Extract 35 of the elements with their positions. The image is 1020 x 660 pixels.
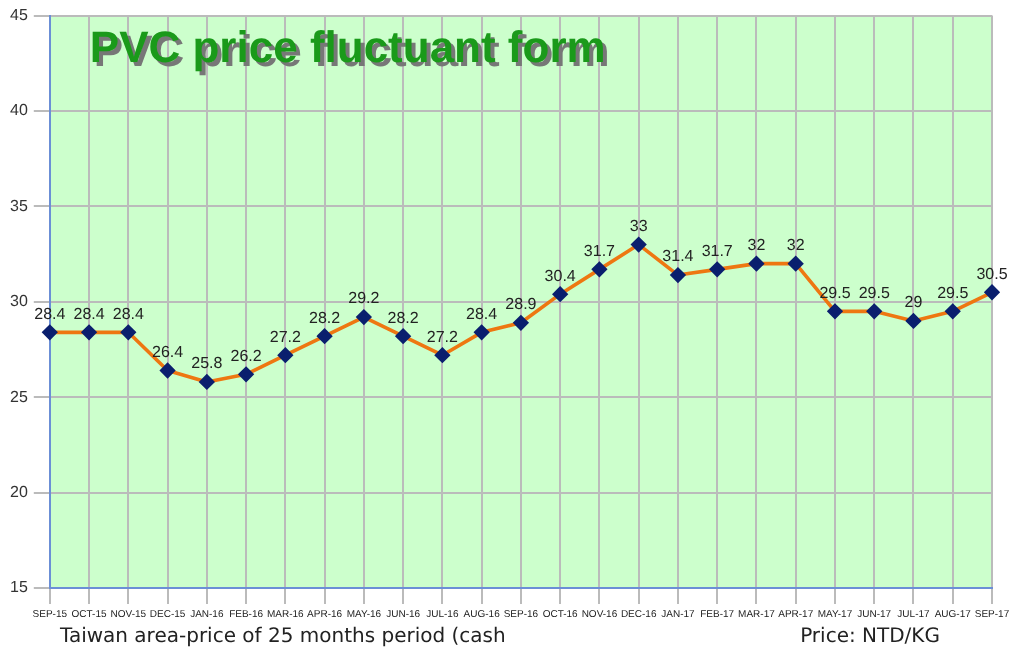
- y-tick-label: 15: [9, 578, 29, 597]
- data-label: 29.2: [348, 289, 381, 308]
- y-tick-label: 35: [9, 196, 29, 215]
- data-label: 33: [629, 216, 649, 235]
- data-label: 29.5: [819, 283, 852, 302]
- data-label: 27.2: [269, 327, 303, 346]
- data-label: 28.4: [112, 304, 145, 323]
- data-label: 28.4: [466, 304, 499, 323]
- y-tick-label: 40: [9, 101, 29, 120]
- data-label: 32: [786, 236, 806, 255]
- data-label: 29: [904, 293, 924, 312]
- data-label: 26.4: [151, 342, 185, 361]
- y-tick-label: 20: [9, 483, 29, 502]
- data-label: 29.5: [858, 283, 891, 302]
- data-label: 31.7: [701, 241, 734, 260]
- text: Taiwan area-price of 25 months period (cash: [60, 626, 506, 648]
- data-label: 32: [747, 236, 767, 255]
- data-label: 30.4: [544, 266, 577, 285]
- data-label: 31.7: [583, 241, 617, 260]
- data-label: 29.5: [937, 283, 970, 302]
- data-label: 28.4: [34, 304, 67, 323]
- y-tick-label: 25: [9, 387, 29, 406]
- data-label: 26.2: [230, 346, 263, 365]
- data-label: 25.8: [191, 354, 224, 373]
- chart-title: PVC price fluctuant form: [93, 25, 610, 76]
- data-label: 27.2: [426, 327, 460, 346]
- data-label: 28.4: [73, 304, 106, 323]
- y-tick-label: 30: [9, 292, 29, 311]
- data-label: 31.4: [662, 247, 695, 266]
- data-label: 28.2: [387, 308, 420, 327]
- y-tick-label: 45: [9, 6, 29, 25]
- data-label: 30.5: [976, 264, 1009, 283]
- text: Price: NTD/KG: [800, 626, 940, 648]
- data-label: 28.9: [505, 295, 538, 314]
- data-label: 28.2: [309, 308, 342, 327]
